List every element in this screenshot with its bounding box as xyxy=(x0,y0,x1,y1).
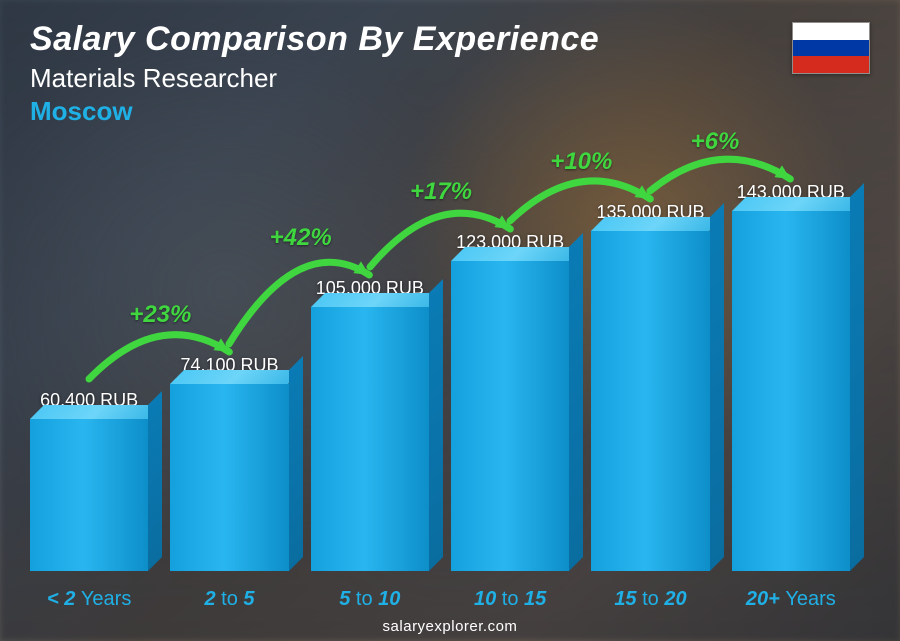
x-axis: < 2 Years 2 to 5 5 to 10 10 to 15 15 to … xyxy=(30,588,850,611)
bar xyxy=(30,419,148,571)
bar-top-face xyxy=(591,217,723,231)
bar xyxy=(451,261,569,571)
flag-stripe-1 xyxy=(793,23,869,40)
bar-side-face xyxy=(850,183,864,571)
bar-slot: 123,000 RUB xyxy=(451,150,569,571)
bar-top-face xyxy=(311,293,443,307)
bar-front-face xyxy=(732,211,850,571)
main-title: Salary Comparison By Experience xyxy=(30,20,870,59)
flag-stripe-2 xyxy=(793,40,869,57)
bar xyxy=(311,307,429,571)
bar-top-face xyxy=(732,197,864,211)
x-axis-label: < 2 Years xyxy=(30,588,148,611)
bar-side-face xyxy=(289,356,303,571)
bar-front-face xyxy=(591,231,709,571)
bar-side-face xyxy=(429,279,443,571)
bar-front-face xyxy=(311,307,429,571)
bar-top-face xyxy=(170,370,302,384)
x-axis-label: 10 to 15 xyxy=(451,588,569,611)
chart-container: Salary Comparison By Experience Material… xyxy=(0,0,900,641)
bar-slot: 60,400 RUB xyxy=(30,150,148,571)
bar-front-face xyxy=(30,419,148,571)
bar xyxy=(170,384,288,571)
bar-slot: 105,000 RUB xyxy=(311,150,429,571)
russia-flag-icon xyxy=(792,22,870,74)
bar-chart: 60,400 RUB 74,100 RUB 105,000 RUB xyxy=(30,150,850,571)
bar-top-face xyxy=(451,247,583,261)
bar-slot: 143,000 RUB xyxy=(732,150,850,571)
bar-slot: 135,000 RUB xyxy=(591,150,709,571)
x-axis-label: 15 to 20 xyxy=(591,588,709,611)
x-axis-label: 20+ Years xyxy=(732,588,850,611)
bar xyxy=(732,211,850,571)
bar-slot: 74,100 RUB xyxy=(170,150,288,571)
bar-side-face xyxy=(569,233,583,571)
job-title: Materials Researcher xyxy=(30,63,870,94)
flag-stripe-3 xyxy=(793,56,869,73)
bar-front-face xyxy=(451,261,569,571)
bar xyxy=(591,231,709,571)
bar-side-face xyxy=(710,203,724,571)
header: Salary Comparison By Experience Material… xyxy=(30,20,870,127)
bars-group: 60,400 RUB 74,100 RUB 105,000 RUB xyxy=(30,150,850,571)
x-axis-label: 2 to 5 xyxy=(170,588,288,611)
location-label: Moscow xyxy=(30,96,870,127)
bar-front-face xyxy=(170,384,288,571)
bar-top-face xyxy=(30,405,162,419)
x-axis-label: 5 to 10 xyxy=(311,588,429,611)
bar-side-face xyxy=(148,391,162,571)
footer-source: salaryexplorer.com xyxy=(0,618,900,635)
